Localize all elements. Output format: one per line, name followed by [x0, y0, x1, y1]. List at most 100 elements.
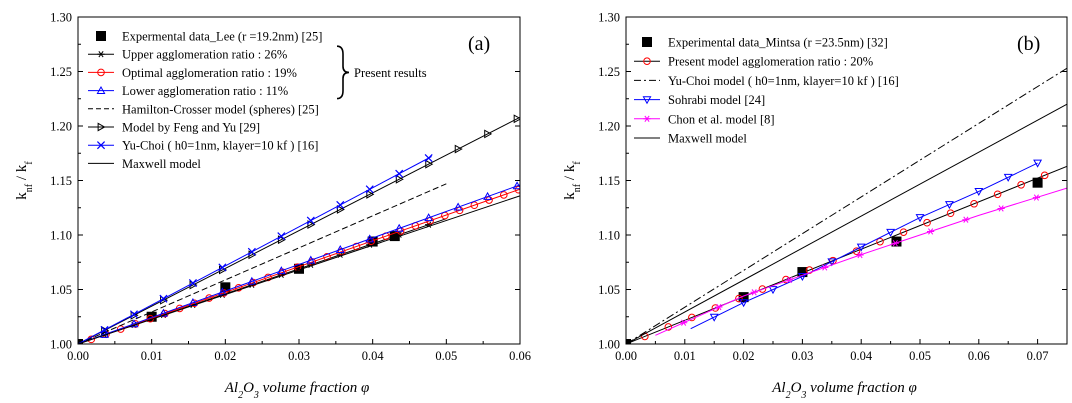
data-point — [750, 289, 758, 296]
chart-panel-a: 0.00 0.01 0.02 0.03 0.04 0.05 0.06 1.00 1.05 1.10… — [14, 11, 531, 401]
data-point — [1040, 171, 1049, 180]
data-point — [336, 200, 345, 209]
data-point — [962, 216, 970, 223]
data-point — [856, 243, 866, 252]
legend: Expermental data_Lee (r =19.2nm) [25] Upp… — [88, 30, 322, 171]
bracket — [336, 45, 350, 100]
data-point — [146, 311, 157, 322]
series-line — [78, 183, 447, 344]
data-point — [856, 251, 864, 259]
legend-item: Lower agglomeration ratio : 11% — [88, 84, 288, 98]
series-line — [626, 165, 1067, 344]
data-point — [886, 228, 896, 237]
y-tick-label: 1.30 — [598, 11, 620, 25]
legend: Experimental data_Mintsa (r =23.5nm) [32… — [634, 36, 899, 146]
series-line — [655, 187, 1067, 336]
data-point — [394, 223, 404, 232]
legend-swatch — [642, 96, 652, 105]
data-point — [946, 209, 955, 218]
series-line — [78, 195, 520, 344]
data-point — [306, 255, 316, 264]
data-point — [159, 308, 168, 317]
data-point — [336, 205, 345, 214]
data-point — [454, 144, 463, 154]
x-tick-label: 0.02 — [214, 349, 236, 363]
data-point — [926, 228, 935, 235]
y-tick-label: 1.05 — [50, 283, 72, 297]
data-point — [483, 191, 493, 200]
y-axis-label: knf / kf — [562, 161, 583, 200]
legend-label: Yu-Choi ( h0=1nm, klayer=10 kf ) [16] — [122, 139, 318, 153]
y-tick-label: 1.05 — [598, 283, 620, 297]
legend-item: Sohrabi model [24] — [634, 93, 765, 107]
data-point — [876, 237, 884, 246]
x-tick-label: 0.02 — [733, 349, 755, 363]
data-point — [365, 234, 375, 243]
legend-label: Maxwell model — [122, 157, 201, 171]
data-point — [499, 191, 508, 199]
data-point — [513, 114, 520, 124]
data-point — [923, 218, 931, 227]
data-point — [758, 285, 767, 293]
data-point — [453, 202, 463, 211]
legend-item: Expermental data_Lee (r =19.2nm) [25] — [96, 30, 322, 44]
data-point — [352, 242, 361, 251]
data-point — [484, 129, 493, 139]
y-tick-label: 1.25 — [598, 65, 620, 79]
x-tick-label: 0.00 — [615, 349, 637, 363]
data-point — [997, 205, 1005, 212]
data-point — [970, 199, 978, 208]
y-tick-label: 1.10 — [598, 229, 620, 243]
panel-label: (a) — [468, 33, 490, 55]
data-point — [78, 339, 83, 344]
data-point — [944, 201, 954, 210]
legend-swatch — [96, 141, 106, 150]
series-layer — [78, 114, 520, 344]
series-line — [78, 188, 520, 344]
y-tick-label: 1.20 — [598, 120, 620, 134]
data-point — [485, 196, 493, 204]
y-tick-label: 1.20 — [50, 120, 72, 134]
x-axis-label: Al2O3 volume fraction φ — [771, 380, 917, 401]
legend-swatch — [97, 68, 105, 77]
data-point — [218, 263, 227, 272]
legend-swatch — [643, 57, 651, 66]
y-tick-label: 1.30 — [50, 11, 72, 25]
legend-label: Sohrabi model [24] — [668, 93, 765, 107]
data-point — [100, 325, 109, 334]
legend-label: Hamilton-Crosser model (spheres) [25] — [122, 102, 319, 116]
legend-label: Upper agglomeration ratio : 26% — [122, 48, 287, 62]
legend-item: Yu-Choi ( h0=1nm, klayer=10 kf ) [16] — [88, 139, 318, 153]
legend-label: Expermental data_Lee (r =19.2nm) [25] — [122, 30, 322, 44]
x-axis-label: Al2O3 volume fraction φ — [224, 380, 370, 401]
x-tick-label: 0.01 — [674, 349, 696, 363]
legend-item: Experimental data_Mintsa (r =23.5nm) [32… — [642, 36, 888, 50]
legend-item: Upper agglomeration ratio : 26% — [88, 48, 287, 62]
data-point — [1003, 173, 1013, 182]
legend-swatch — [96, 31, 106, 41]
data-point — [827, 258, 837, 267]
series-line — [78, 184, 520, 344]
x-tick-label: 0.03 — [791, 349, 813, 363]
x-tick-label: 0.06 — [968, 349, 990, 363]
legend-swatch — [97, 122, 106, 132]
data-point — [276, 266, 286, 275]
data-point — [395, 169, 404, 178]
x-tick-label: 0.05 — [909, 349, 931, 363]
data-point — [424, 154, 433, 163]
data-point — [641, 332, 649, 341]
data-point — [365, 185, 374, 194]
data-point — [1033, 159, 1043, 168]
data-point — [306, 216, 315, 225]
data-point — [797, 267, 808, 278]
data-point — [821, 264, 829, 271]
x-tick-label: 0.04 — [850, 349, 873, 363]
legend-label: Chon et al. model [8] — [668, 112, 775, 126]
legend-swatch — [643, 115, 651, 122]
data-point — [709, 313, 719, 322]
series-line — [78, 116, 520, 344]
series-layer — [626, 67, 1067, 344]
data-point — [395, 174, 404, 184]
data-point — [739, 299, 749, 308]
